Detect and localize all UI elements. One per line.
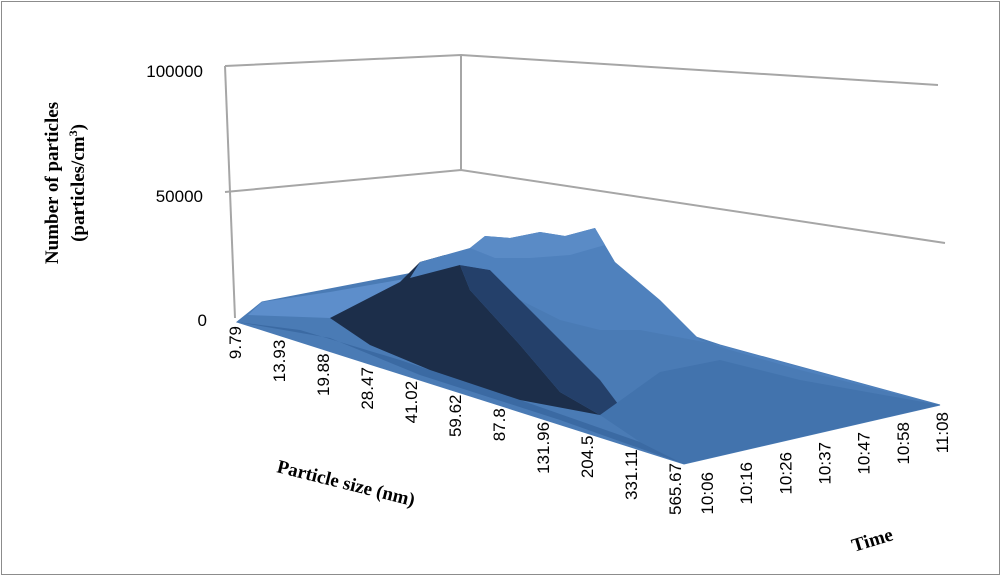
z-axis-title: Number of particles <box>42 102 63 264</box>
x-tick-label: 13.93 <box>270 340 289 383</box>
z-axis-title-prefix: (particles/cm <box>68 136 89 242</box>
z-tick-label: 100000 <box>146 62 203 81</box>
x-tick-label: 59.62 <box>446 395 465 438</box>
x-axis-title: Particle size (nm) <box>275 456 417 511</box>
surface-right-floor <box>600 360 940 464</box>
y-tick-label: 10:37 <box>816 442 835 485</box>
surface-left-ridge <box>248 278 410 318</box>
x-tick-label: 41.02 <box>402 381 421 424</box>
vertical-axis-line <box>224 65 236 319</box>
surface-peak-highlight <box>470 228 605 258</box>
y-tick-label: 10:26 <box>776 452 795 495</box>
y-tick-label: 10:06 <box>698 472 717 515</box>
z-tick-label: 0 <box>198 311 207 330</box>
x-tick-label: 28.47 <box>358 367 377 410</box>
z-axis-title-suffix: ) <box>68 124 89 130</box>
z-axis-title-line1: Number of particles <box>42 102 63 264</box>
y-axis-title: Time <box>849 524 895 556</box>
x-tick-label: 87.8 <box>490 408 509 441</box>
surface-peak-ridge <box>410 228 940 405</box>
x-tick-label: 9.79 <box>226 326 245 359</box>
x-tick-label: 131.96 <box>534 422 553 474</box>
gridline-100000 <box>224 53 939 86</box>
surface <box>235 228 941 465</box>
x-tick-label: 565.67 <box>666 463 685 515</box>
y-tick-label: 11:08 <box>933 412 952 453</box>
z-axis-title-sup: 3 <box>66 130 80 136</box>
surface-peak-mid-face <box>460 265 630 420</box>
z-axis-title-units: (particles/cm3) <box>66 124 89 242</box>
y-tick-label: 10:16 <box>737 462 756 505</box>
z-tick-labels: 100000 50000 0 <box>146 62 207 330</box>
x-tick-labels: 9.79 13.93 19.88 28.47 41.02 59.62 87.8 131.96 2… <box>226 326 685 515</box>
y-tick-label: 10:47 <box>855 432 874 475</box>
x-tick-label: 19.88 <box>314 353 333 396</box>
z-tick-label: 50000 <box>156 187 203 206</box>
x-tick-label: 331.11 <box>622 449 641 500</box>
y-tick-label: 10:58 <box>894 422 913 465</box>
x-tick-label: 204.5 <box>578 436 597 479</box>
surface-peak-dark-face <box>330 255 600 415</box>
y-tick-labels: 10:06 10:16 10:26 10:37 10:47 10:58 11:08 <box>698 412 952 515</box>
gridlines <box>224 53 946 319</box>
